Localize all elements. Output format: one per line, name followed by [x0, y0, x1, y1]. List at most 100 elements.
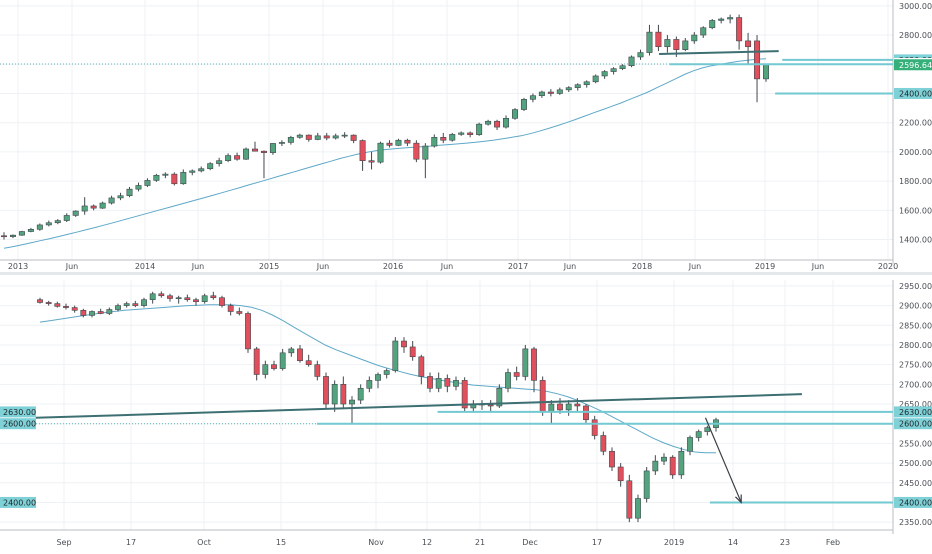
y-tick-label: 2500.00	[899, 459, 932, 468]
candle-body	[71, 307, 78, 311]
x-tick-label: 2019	[755, 262, 775, 271]
candle-body	[227, 305, 234, 312]
candle-body	[565, 403, 572, 411]
x-tick-label: 2013	[8, 262, 28, 271]
candle-body	[269, 143, 276, 153]
candle-body	[162, 173, 169, 176]
y-tick-label: 2350.00	[899, 518, 932, 527]
candle-body	[368, 160, 375, 163]
candle-body	[556, 89, 563, 94]
candle-body	[54, 303, 61, 307]
candle-body	[36, 224, 43, 230]
candle-body	[727, 17, 734, 20]
candle-body	[422, 145, 429, 160]
candle-body	[216, 160, 223, 164]
candle-body	[691, 34, 698, 42]
candle-body	[619, 65, 626, 69]
y-tick-label: 2800.00	[899, 341, 932, 350]
candle-body	[1, 235, 7, 238]
candle-body	[617, 466, 624, 482]
x-tick-label: 2015	[259, 262, 279, 271]
candle-body	[201, 295, 208, 302]
y-tick-label: 1800.00	[899, 177, 932, 186]
candle-body	[678, 450, 685, 476]
candle-body	[253, 348, 260, 375]
candle-body	[332, 135, 339, 139]
candle-body	[126, 188, 133, 197]
x-tick-label: 2016	[383, 262, 403, 271]
candle-body	[375, 374, 381, 381]
candle-body	[167, 295, 173, 299]
candle-body	[323, 135, 330, 139]
candle-body	[591, 419, 598, 436]
candle-body	[669, 456, 676, 476]
x-tick-label: Jun	[563, 262, 577, 271]
candle-body	[184, 297, 191, 300]
candle-body	[487, 404, 494, 407]
candle-body	[600, 435, 607, 452]
candle-body	[444, 378, 451, 387]
candle-body	[383, 370, 390, 375]
x-tick-label: 2020	[878, 262, 898, 271]
candle-body	[673, 39, 680, 50]
candle-body	[236, 311, 243, 314]
candle-body	[635, 498, 641, 519]
x-tick-label: Sep	[56, 538, 71, 547]
candle-body	[485, 120, 492, 125]
y-tick-label: 1400.00	[899, 236, 932, 245]
price-label-text: 2400.00	[899, 89, 932, 98]
candle-body	[296, 134, 303, 138]
y-tick-label: 2550.00	[899, 439, 932, 448]
candle-body	[404, 139, 411, 144]
candle-body	[610, 68, 617, 72]
candle-body	[548, 403, 555, 413]
left-price-label-box	[0, 496, 36, 508]
candle-body	[278, 142, 285, 144]
candle-body	[279, 352, 286, 369]
candle-body	[682, 40, 689, 50]
candle-body	[63, 215, 70, 221]
candle-body	[655, 31, 662, 48]
candle-body	[89, 311, 95, 316]
candle-body	[219, 297, 225, 306]
arrow-head	[735, 494, 742, 504]
candle-body	[718, 18, 725, 21]
candle-body	[144, 180, 151, 186]
candle-body	[97, 311, 104, 314]
candle-body	[476, 123, 483, 135]
candle-body	[395, 139, 402, 146]
y-tick-label: 2900.00	[899, 302, 932, 311]
candle-body	[440, 137, 447, 141]
moving-average-line	[3, 58, 767, 249]
candle-body	[297, 348, 303, 362]
candle-body	[340, 384, 347, 405]
candle-body	[661, 456, 667, 462]
candle-body	[458, 132, 465, 135]
candle-body	[341, 134, 348, 137]
candle-body	[9, 234, 16, 237]
y-tick-label: 3000.00	[899, 2, 932, 11]
price-label-box	[894, 496, 932, 508]
candle-body	[709, 20, 716, 29]
price-label-text: 2596.64	[899, 61, 932, 70]
x-tick-label: Jun	[316, 262, 330, 271]
price-label-text: 2400.00	[899, 498, 932, 507]
candle-body	[763, 63, 769, 80]
candle-body	[72, 210, 79, 216]
candle-body	[461, 380, 468, 409]
candle-body	[557, 403, 563, 411]
candle-body	[646, 31, 653, 53]
y-tick-label: 2950.00	[899, 282, 932, 291]
x-tick-label: 17	[592, 538, 602, 547]
candle-body	[115, 305, 121, 310]
candle-body	[413, 142, 420, 160]
price-label-box	[894, 87, 932, 99]
candle-body	[435, 378, 442, 389]
candle-body	[583, 81, 590, 86]
candle-body	[18, 231, 25, 236]
x-tick-label: 21	[475, 538, 485, 547]
candle-body	[262, 364, 269, 375]
panel-top: 3000.002800.002600.002400.002200.002000.…	[0, 0, 932, 271]
x-tick-label: 2019	[664, 538, 684, 547]
